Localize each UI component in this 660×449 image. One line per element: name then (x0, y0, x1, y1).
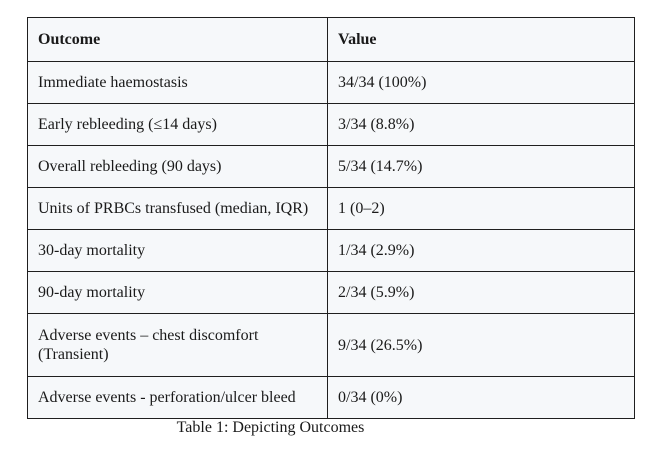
outcomes-table: Outcome Value Immediate haemostasis 34/3… (27, 17, 635, 419)
outcome-cell: Immediate haemostasis (27, 61, 328, 104)
value-cell: 5/34 (14.7%) (327, 145, 635, 188)
table-row-early-rebleeding: Early rebleeding (≤14 days) 3/34 (8.8%) (27, 103, 635, 146)
outcomes-table-container: Outcome Value Immediate haemostasis 34/3… (27, 17, 635, 419)
table-row-immediate-haemostasis: Immediate haemostasis 34/34 (100%) (27, 61, 635, 104)
table-row-prbc-units: Units of PRBCs transfused (median, IQR) … (27, 187, 635, 230)
table-row-overall-rebleeding: Overall rebleeding (90 days) 5/34 (14.7%… (27, 145, 635, 188)
table-header-row: Outcome Value (27, 17, 635, 62)
outcome-cell: 30-day mortality (27, 229, 328, 272)
outcome-cell: Early rebleeding (≤14 days) (27, 103, 328, 146)
value-cell: 1/34 (2.9%) (327, 229, 635, 272)
outcome-cell: Adverse events - perforation/ulcer bleed (27, 376, 328, 419)
value-cell: 2/34 (5.9%) (327, 271, 635, 314)
value-cell: 1 (0–2) (327, 187, 635, 230)
outcome-cell: Adverse events – chest discomfort (Trans… (27, 313, 328, 377)
outcome-cell: 90-day mortality (27, 271, 328, 314)
value-cell: 0/34 (0%) (327, 376, 635, 419)
outcome-cell: Overall rebleeding (90 days) (27, 145, 328, 188)
table-row-90-day-mortality: 90-day mortality 2/34 (5.9%) (27, 271, 635, 314)
value-cell: 3/34 (8.8%) (327, 103, 635, 146)
column-header-outcome: Outcome (27, 17, 328, 62)
table-caption: Table 1: Depicting Outcomes (176, 419, 365, 436)
value-cell: 34/34 (100%) (327, 61, 635, 104)
table-row-30-day-mortality: 30-day mortality 1/34 (2.9%) (27, 229, 635, 272)
outcome-cell: Units of PRBCs transfused (median, IQR) (27, 187, 328, 230)
column-header-value: Value (327, 17, 635, 62)
table-row-adverse-perforation: Adverse events - perforation/ulcer bleed… (27, 376, 635, 419)
value-cell: 9/34 (26.5%) (327, 313, 635, 377)
table-row-adverse-chest-discomfort: Adverse events – chest discomfort (Trans… (27, 313, 635, 377)
